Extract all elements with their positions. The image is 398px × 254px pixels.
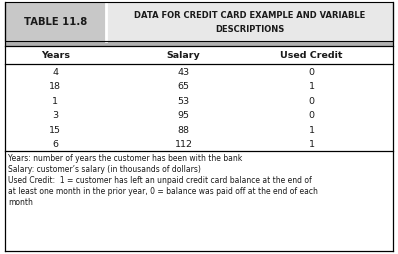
Bar — [5, 123, 393, 137]
Bar — [5, 3, 106, 42]
Text: 88: 88 — [178, 125, 189, 134]
Text: 53: 53 — [178, 97, 189, 105]
Text: 1: 1 — [52, 97, 58, 105]
Text: 1: 1 — [309, 82, 315, 91]
Text: Used Credit:  1 = customer has left an unpaid credit card balance at the end of: Used Credit: 1 = customer has left an un… — [8, 175, 312, 184]
Bar — [5, 94, 393, 108]
Bar — [5, 152, 393, 251]
Text: 3: 3 — [52, 111, 59, 120]
Bar — [5, 42, 393, 46]
Text: DATA FOR CREDIT CARD EXAMPLE AND VARIABLE: DATA FOR CREDIT CARD EXAMPLE AND VARIABL… — [134, 11, 365, 20]
Text: 0: 0 — [309, 68, 315, 76]
Bar — [5, 79, 393, 94]
Text: 95: 95 — [178, 111, 189, 120]
Text: 15: 15 — [49, 125, 61, 134]
Text: 0: 0 — [309, 111, 315, 120]
Bar — [5, 46, 393, 65]
Text: 65: 65 — [178, 82, 189, 91]
Text: 18: 18 — [49, 82, 61, 91]
Text: Years: number of years the customer has been with the bank: Years: number of years the customer has … — [8, 153, 242, 162]
Text: DESCRIPTIONS: DESCRIPTIONS — [215, 25, 284, 34]
Text: 112: 112 — [174, 140, 193, 149]
Bar — [5, 108, 393, 123]
Text: TABLE 11.8: TABLE 11.8 — [23, 17, 87, 27]
Text: Years: Years — [41, 51, 70, 60]
Text: 0: 0 — [309, 97, 315, 105]
Bar — [5, 137, 393, 152]
Text: 1: 1 — [309, 125, 315, 134]
Text: Used Credit: Used Credit — [281, 51, 343, 60]
Text: at least one month in the prior year, 0 = balance was paid off at the end of eac: at least one month in the prior year, 0 … — [8, 186, 318, 195]
Text: Salary: Salary — [167, 51, 200, 60]
Text: 43: 43 — [178, 68, 189, 76]
Bar — [106, 3, 393, 42]
Bar — [5, 3, 393, 42]
Bar — [5, 65, 393, 79]
Text: 1: 1 — [309, 140, 315, 149]
Text: Salary: customer’s salary (in thousands of dollars): Salary: customer’s salary (in thousands … — [8, 164, 201, 173]
Text: month: month — [8, 198, 33, 207]
Text: 4: 4 — [52, 68, 58, 76]
Text: 6: 6 — [52, 140, 58, 149]
